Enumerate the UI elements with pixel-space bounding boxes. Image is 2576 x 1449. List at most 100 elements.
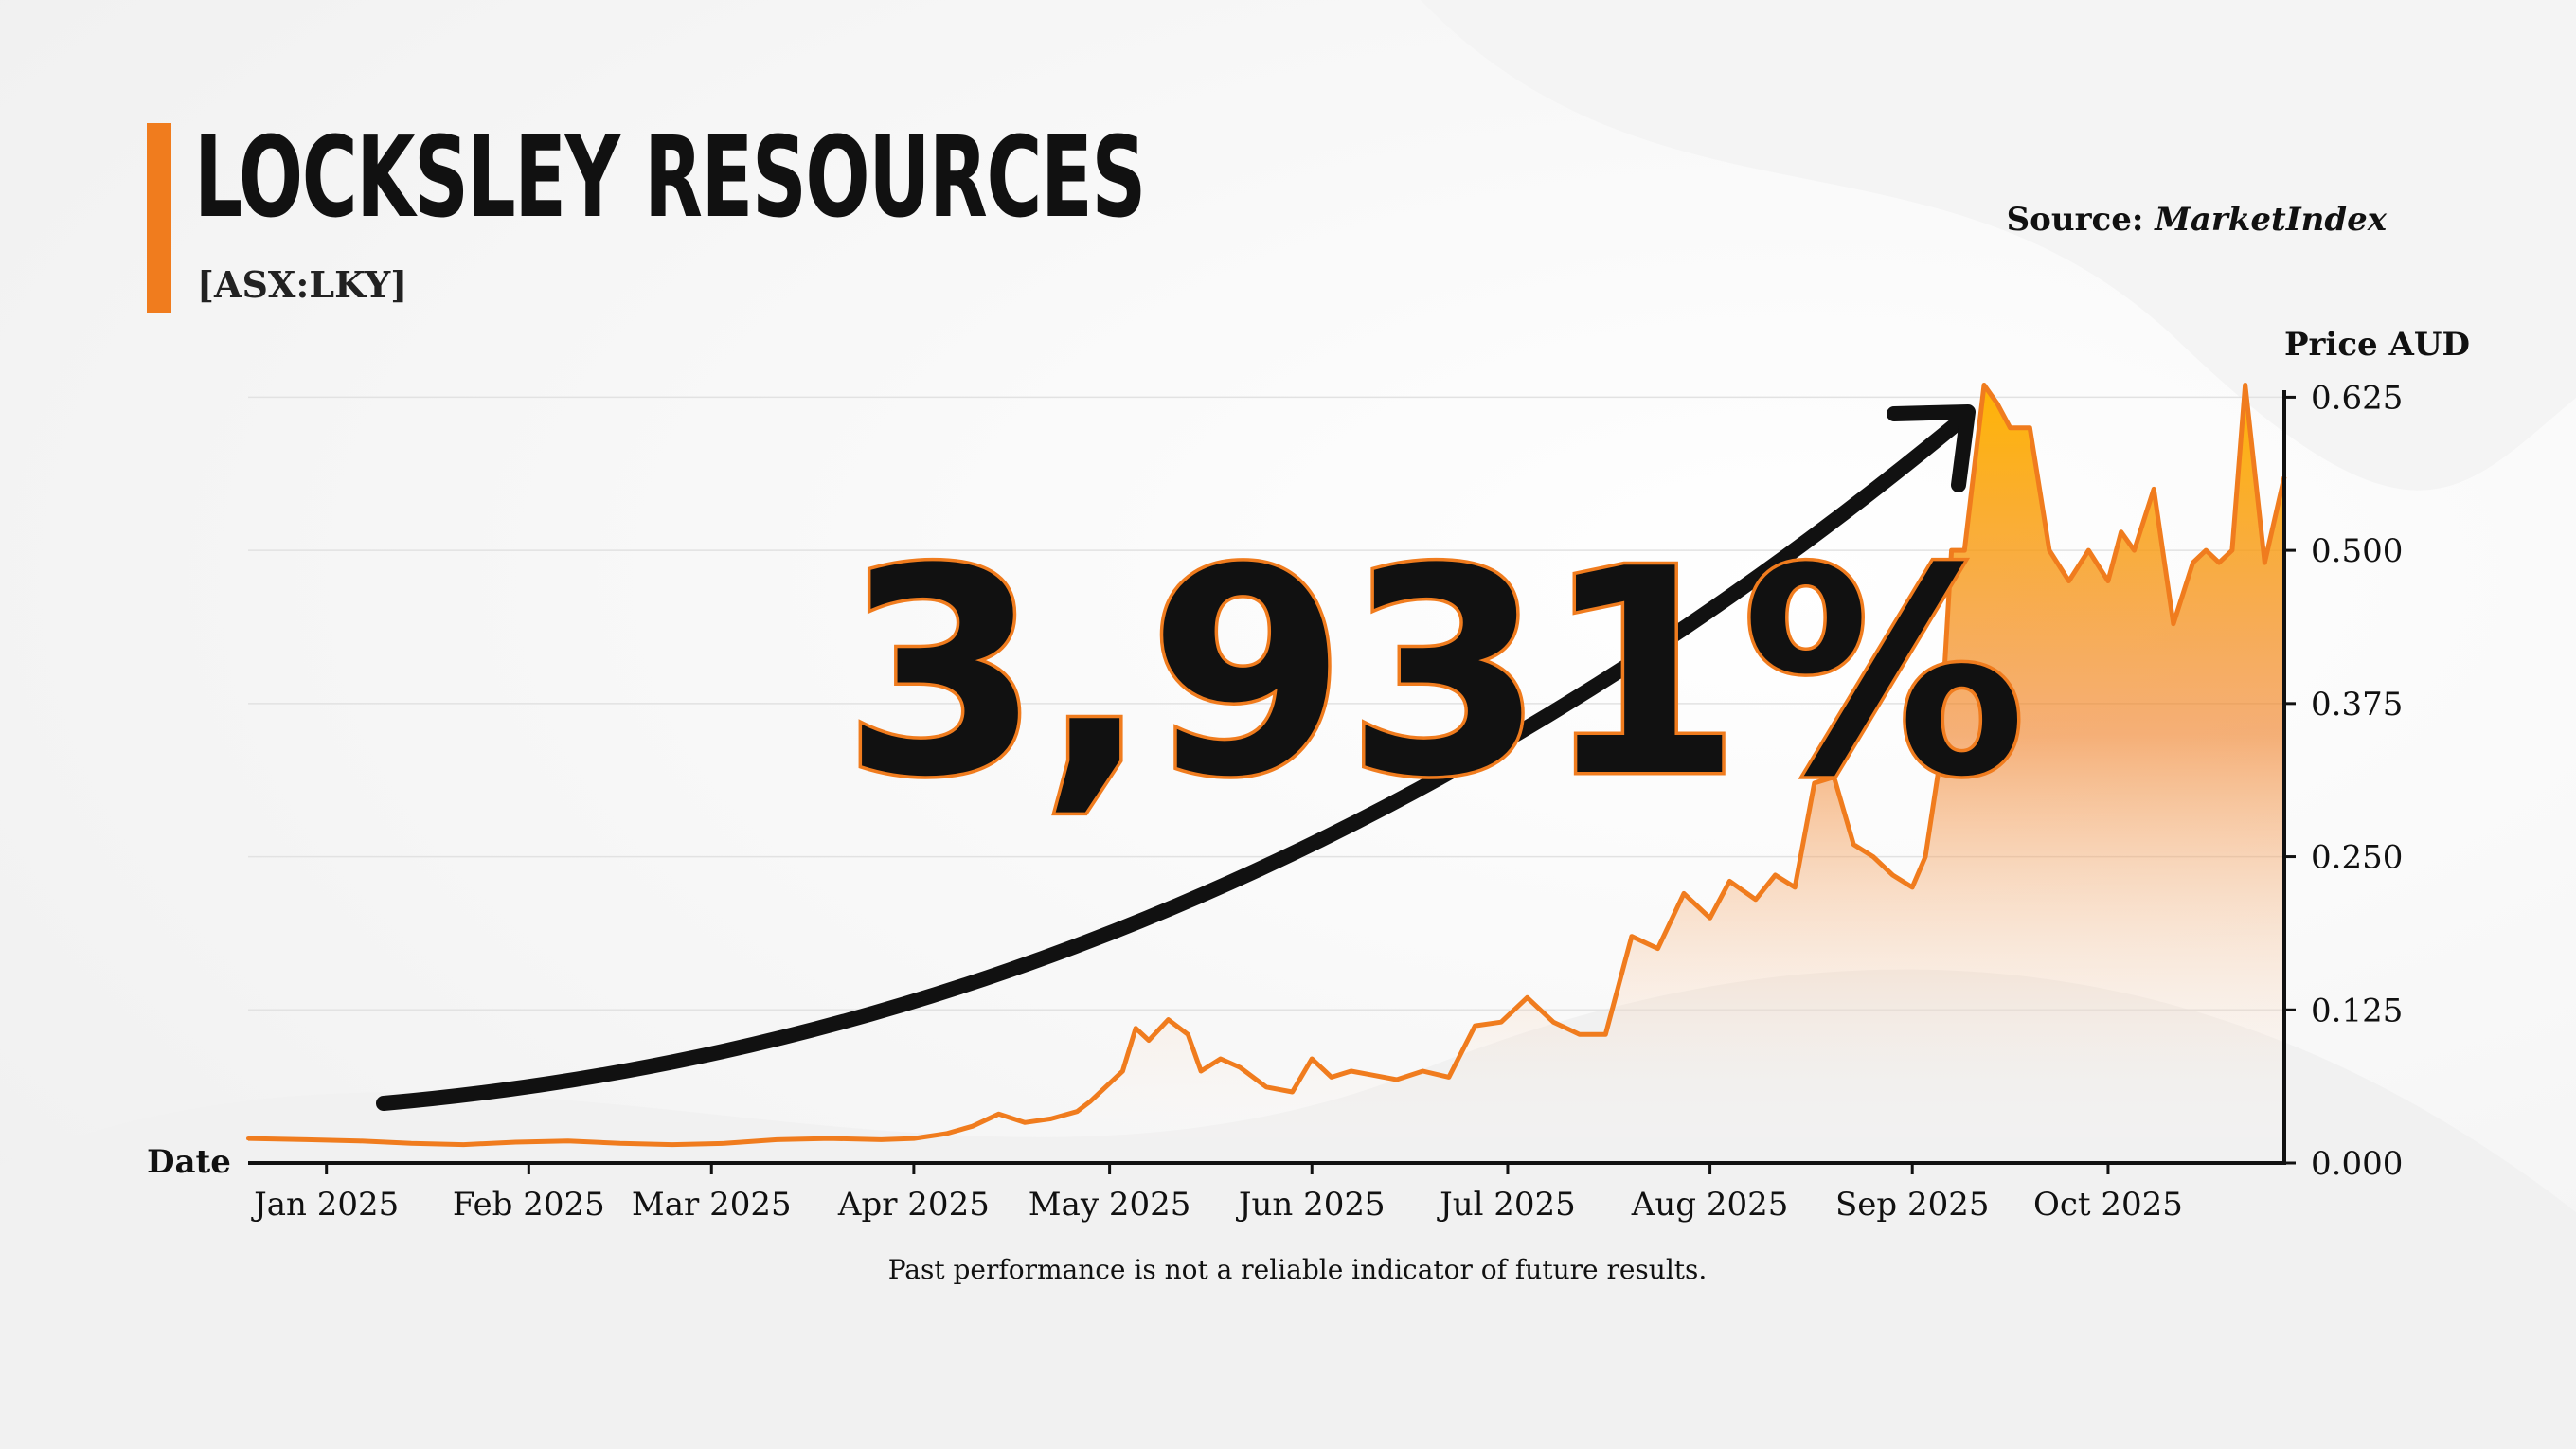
price-point — [2152, 487, 2156, 492]
x-tick-label: Sep 2025 — [1835, 1186, 1990, 1224]
price-point — [2086, 548, 2091, 553]
price-point — [1075, 1109, 1080, 1114]
price-point — [1329, 1075, 1333, 1080]
price-point — [1655, 946, 1660, 951]
growth-callout: 3,931% — [843, 509, 2027, 839]
price-point — [2229, 548, 2234, 553]
price-point — [1793, 885, 1798, 889]
price-point — [565, 1138, 570, 1143]
price-point — [1238, 1065, 1243, 1070]
x-tick-label: Apr 2025 — [837, 1186, 990, 1224]
price-point — [1962, 548, 1967, 553]
price-point — [1473, 1024, 1477, 1029]
price-point — [1995, 401, 1999, 405]
y-tick-label: 0.375 — [2311, 686, 2403, 724]
price-point — [1107, 1081, 1112, 1085]
price-point — [1146, 1038, 1151, 1043]
price-point — [1186, 1032, 1190, 1037]
price-point — [1120, 1068, 1125, 1073]
price-point — [1949, 548, 1954, 553]
y-axis-label: Price AUD — [2284, 326, 2470, 364]
price-point — [1525, 995, 1530, 1000]
price-point — [1218, 1057, 1223, 1062]
x-tick-label: Feb 2025 — [453, 1186, 605, 1224]
price-point — [1753, 897, 1758, 902]
price-point — [513, 1140, 518, 1145]
x-tick-label: May 2025 — [1029, 1186, 1191, 1224]
price-point — [2047, 548, 2051, 553]
source-prefix: Source: — [2006, 201, 2144, 239]
price-point — [2008, 425, 2012, 430]
price-point — [1832, 775, 1836, 779]
price-point — [2191, 561, 2195, 565]
price-point — [617, 1141, 622, 1146]
price-point — [1923, 854, 1927, 859]
price-point — [1936, 769, 1941, 773]
price-point — [1682, 891, 1687, 896]
x-tick-label: Aug 2025 — [1631, 1186, 1789, 1224]
price-point — [2243, 383, 2247, 387]
y-tick-label: 0.625 — [2311, 379, 2403, 417]
price-point — [2028, 425, 2032, 430]
price-point — [357, 1138, 362, 1143]
x-ticks: Jan 2025 Feb 2025 Mar 2025 Apr 2025 May 2025… — [251, 1163, 2183, 1224]
ticker-symbol: [ASX:LKY] — [197, 263, 408, 306]
price-point — [1264, 1084, 1268, 1089]
price-point — [1982, 383, 1987, 387]
price-line — [247, 383, 2287, 1148]
price-point — [1421, 1068, 1425, 1073]
source-credit: Source: MarketIndex — [2007, 201, 2387, 239]
price-point — [1499, 1020, 1504, 1025]
price-area — [248, 385, 2284, 1163]
price-point — [670, 1142, 674, 1147]
y-tick-label: 0.500 — [2311, 532, 2403, 570]
price-point — [1577, 1032, 1582, 1037]
price-point — [723, 1141, 727, 1146]
price-point — [2105, 579, 2110, 583]
disclaimer: Past performance is not a reliable indic… — [888, 1254, 1708, 1285]
x-tick-label: Oct 2025 — [2033, 1186, 2183, 1224]
price-point — [2066, 579, 2071, 583]
price-point — [1812, 780, 1816, 785]
price-point — [911, 1136, 916, 1141]
y-ticks: 0.000 0.125 0.250 0.375 0.500 0.625 — [2284, 379, 2403, 1183]
price-point — [2263, 561, 2267, 565]
price-point — [246, 1136, 250, 1141]
price-point — [1629, 934, 1634, 939]
price-point — [1394, 1078, 1399, 1082]
x-tick-label: Jun 2025 — [1236, 1186, 1386, 1224]
source-name: MarketIndex — [2155, 201, 2387, 239]
x-tick-label: Mar 2025 — [632, 1186, 792, 1224]
price-point — [305, 1137, 310, 1142]
page-title: LOCKSLEY RESOURCES — [194, 112, 1146, 242]
price-point — [1551, 1020, 1556, 1025]
price-point — [1310, 1057, 1315, 1062]
growth-arrow — [376, 404, 1976, 1111]
x-tick-label: Jul 2025 — [1437, 1186, 1576, 1224]
price-point — [970, 1124, 975, 1129]
price-point — [827, 1136, 832, 1141]
price-point — [1603, 1032, 1608, 1037]
price-point — [1446, 1075, 1451, 1080]
price-point — [1349, 1068, 1353, 1073]
price-point — [879, 1137, 884, 1142]
price-point — [1023, 1120, 1028, 1125]
price-point — [1708, 916, 1712, 921]
price-point — [1773, 872, 1778, 877]
price-point — [2204, 548, 2209, 553]
y-tick-label: 0.250 — [2311, 839, 2403, 877]
price-point — [1890, 872, 1895, 877]
price-point — [775, 1137, 779, 1142]
price-point — [1727, 879, 1732, 884]
price-point — [1166, 1017, 1171, 1022]
price-points — [246, 383, 2286, 1147]
price-point — [2171, 621, 2175, 626]
price-point — [1910, 885, 1915, 889]
price-point — [944, 1131, 949, 1136]
price-point — [1290, 1089, 1295, 1094]
y-tick-label: 0.125 — [2311, 992, 2403, 1029]
x-axis-label: Date — [147, 1143, 231, 1181]
x-tick-label: Jan 2025 — [251, 1186, 399, 1224]
price-point — [996, 1112, 1001, 1117]
